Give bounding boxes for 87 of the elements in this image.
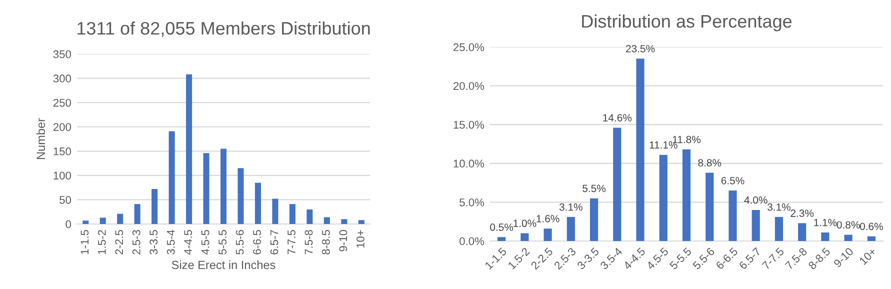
data-label: 2.3% xyxy=(790,210,814,217)
y-tick-label: 15.0% xyxy=(454,120,484,129)
data-label: 8.8% xyxy=(698,159,722,166)
bar xyxy=(566,216,575,241)
bar xyxy=(590,198,598,241)
x-tick-label: 6.5-7 xyxy=(270,230,278,254)
bar xyxy=(220,148,227,224)
bar xyxy=(682,149,691,241)
y-tick-label: 350 xyxy=(53,50,72,58)
x-tick-label: 5.5-6 xyxy=(236,230,244,254)
data-label: 1.1% xyxy=(814,218,837,226)
y-tick-label: 50 xyxy=(60,196,72,204)
y-tick-label: 5.0% xyxy=(460,198,484,206)
bar xyxy=(341,219,348,224)
y-axis-title: Number xyxy=(36,118,46,160)
data-label: 5.5% xyxy=(582,184,606,192)
x-tick-label: 1.5-2 xyxy=(98,230,106,254)
y-tick-label: 0 xyxy=(66,220,72,228)
data-label: 1.0% xyxy=(514,220,536,228)
data-label: 14.6% xyxy=(603,114,632,122)
x-tick-label: 8-8.5 xyxy=(322,230,330,254)
data-label: 3.1% xyxy=(767,203,790,211)
x-tick-label: 1-1.5 xyxy=(80,230,89,254)
bar xyxy=(706,172,714,241)
bar xyxy=(659,154,668,241)
data-label: 23.5% xyxy=(626,45,655,52)
x-tick-label: 10+ xyxy=(356,230,364,248)
bar xyxy=(186,74,192,224)
bar xyxy=(100,218,106,224)
data-label: 6.5% xyxy=(721,176,744,184)
data-label: 3.1% xyxy=(559,203,582,211)
bar xyxy=(254,182,261,224)
y-tick-label: 200 xyxy=(53,123,72,131)
data-label: 11.8% xyxy=(672,136,701,144)
y-tick-label: 300 xyxy=(53,74,72,82)
y-tick-label: 250 xyxy=(53,98,72,107)
bar xyxy=(728,190,737,241)
data-label: 11.1% xyxy=(650,141,678,149)
x-tick-label: 10+ xyxy=(858,247,877,266)
x-tick-label: 7.5-8 xyxy=(304,230,313,254)
bar xyxy=(82,220,89,224)
x-tick-label: 3-3.5 xyxy=(150,230,158,254)
x-tick-label: 9-10 xyxy=(339,230,348,252)
data-label: 0.8% xyxy=(836,221,860,229)
bar xyxy=(821,232,830,241)
y-tick-label: 0.0% xyxy=(460,237,484,246)
data-label: 0.6% xyxy=(860,222,883,230)
bar xyxy=(613,128,622,241)
data-label: 0.5% xyxy=(490,224,514,231)
bar xyxy=(544,228,552,241)
bar xyxy=(117,214,124,224)
bar xyxy=(152,189,158,224)
bar xyxy=(203,153,210,224)
bar xyxy=(520,233,529,241)
y-tick-label: 150 xyxy=(54,147,72,156)
chart-title: 1311 of 82,055 Members Distribution xyxy=(78,21,370,37)
bar xyxy=(134,204,140,224)
x-tick-label: 7-7.5 xyxy=(288,230,296,254)
bar xyxy=(498,237,506,241)
y-tick-label: 25.0% xyxy=(454,43,484,52)
bar xyxy=(289,204,296,224)
x-tick-label: 3.5-4 xyxy=(166,230,175,254)
bar xyxy=(168,131,175,224)
bar xyxy=(636,58,644,241)
x-tick-label: 5-5.5 xyxy=(218,230,226,254)
bar xyxy=(844,234,852,241)
x-tick-label: 4.5-5 xyxy=(201,230,210,255)
x-tick-label: 2.5-3 xyxy=(132,230,140,254)
data-label: 1.6% xyxy=(536,214,560,222)
x-axis-title: Size Erect in Inches xyxy=(172,260,276,270)
bar xyxy=(324,217,330,224)
bar xyxy=(358,220,364,224)
bar xyxy=(798,223,806,241)
bar xyxy=(272,198,278,224)
y-tick-label: 20.0% xyxy=(454,82,484,90)
bar xyxy=(306,209,313,224)
bar xyxy=(774,216,784,241)
x-tick-label: 4-4.5 xyxy=(184,230,192,255)
bar xyxy=(752,210,760,241)
x-tick-label: 6-6.5 xyxy=(253,230,261,254)
chart-title: Distribution as Percentage xyxy=(582,14,792,32)
bar xyxy=(238,168,244,224)
data-label: 4.0% xyxy=(744,196,768,204)
y-tick-label: 10.0% xyxy=(454,160,484,168)
bar xyxy=(867,236,876,241)
y-tick-label: 100 xyxy=(54,172,72,180)
x-tick-label: 2-2.5 xyxy=(115,230,124,254)
